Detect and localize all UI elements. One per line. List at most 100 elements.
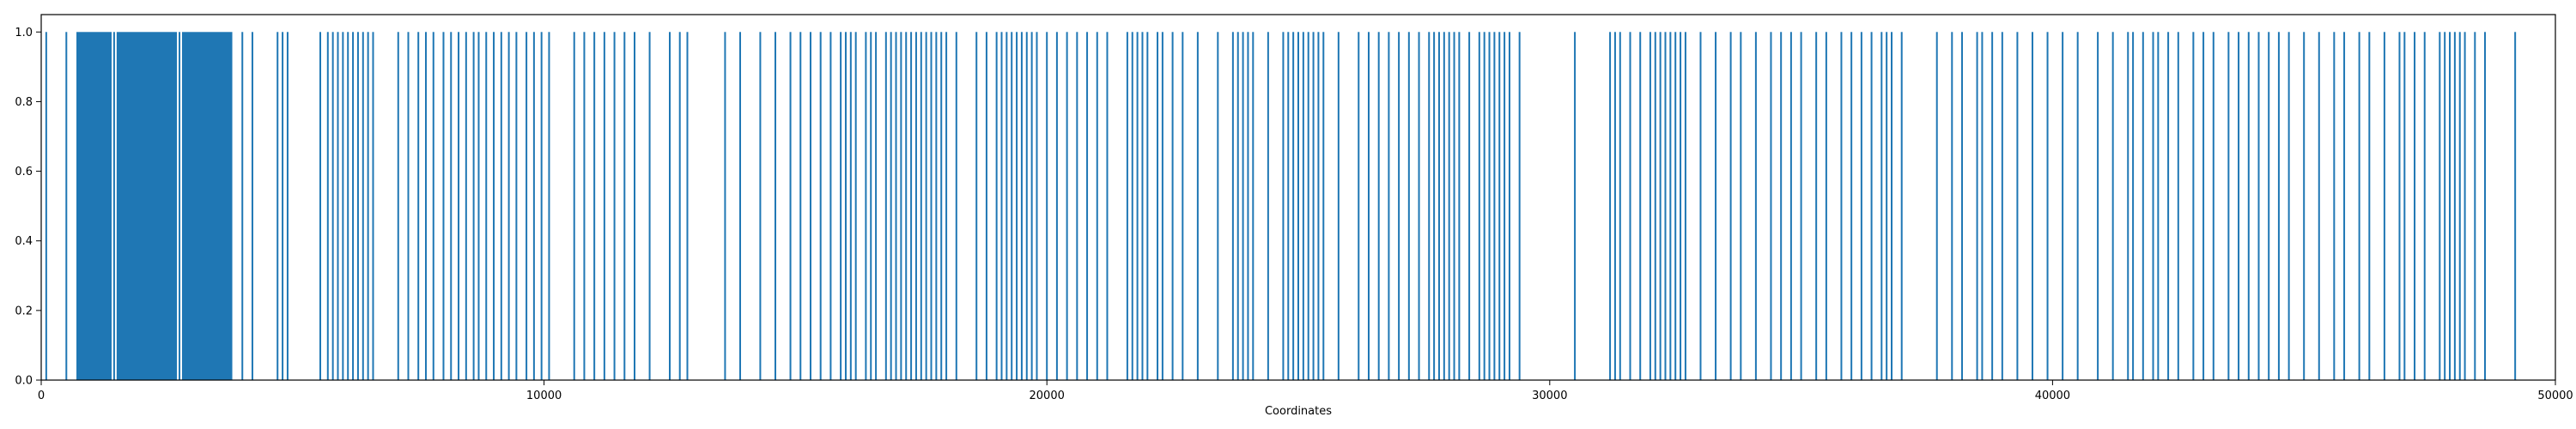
bar bbox=[678, 32, 681, 381]
bar bbox=[2132, 32, 2135, 381]
bar bbox=[1900, 32, 1903, 381]
bar bbox=[2398, 32, 2401, 381]
bar bbox=[1000, 32, 1003, 381]
bar bbox=[905, 32, 908, 381]
bar bbox=[985, 32, 987, 381]
bar bbox=[1055, 32, 1058, 381]
bar bbox=[1282, 32, 1285, 381]
bar bbox=[1654, 32, 1656, 381]
bar bbox=[493, 32, 495, 381]
bar bbox=[1951, 32, 1953, 381]
bar bbox=[1398, 32, 1400, 381]
bar bbox=[2303, 32, 2306, 381]
bar bbox=[319, 32, 322, 381]
bar bbox=[45, 32, 47, 381]
bar bbox=[2343, 32, 2346, 381]
bar bbox=[337, 32, 339, 381]
y-tick-label: 0.6 bbox=[15, 166, 33, 178]
bar bbox=[686, 32, 689, 381]
bar bbox=[2514, 32, 2517, 381]
bar bbox=[442, 32, 445, 381]
bar bbox=[2474, 32, 2476, 381]
bar bbox=[1358, 32, 1360, 381]
bar bbox=[1302, 32, 1304, 381]
bar bbox=[854, 32, 857, 381]
bar bbox=[532, 32, 535, 381]
bar bbox=[2464, 32, 2466, 381]
bar bbox=[2046, 32, 2049, 381]
bar bbox=[2062, 32, 2064, 381]
bar bbox=[935, 32, 938, 381]
bar bbox=[331, 32, 334, 381]
bar bbox=[465, 32, 467, 381]
bar bbox=[1196, 32, 1199, 381]
bar bbox=[1076, 32, 1078, 381]
bar bbox=[372, 32, 374, 381]
bar bbox=[914, 32, 917, 381]
bar bbox=[849, 32, 852, 381]
bar bbox=[995, 32, 998, 381]
bar bbox=[2142, 32, 2144, 381]
bar bbox=[910, 32, 913, 381]
x-axis-label: Coordinates bbox=[1265, 405, 1332, 418]
bar bbox=[1292, 32, 1295, 381]
bar bbox=[2152, 32, 2154, 381]
bar bbox=[789, 32, 792, 381]
bar-block bbox=[116, 32, 178, 381]
bar bbox=[1770, 32, 1772, 381]
bar bbox=[774, 32, 776, 381]
bar bbox=[1850, 32, 1853, 381]
bar bbox=[1669, 32, 1672, 381]
bar bbox=[759, 32, 762, 381]
bar bbox=[1740, 32, 1742, 381]
bar bbox=[367, 32, 369, 381]
bar bbox=[424, 32, 427, 381]
x-tick-label: 30000 bbox=[1532, 390, 1567, 402]
bar bbox=[361, 32, 364, 381]
plot-frame bbox=[40, 14, 2556, 381]
bar bbox=[1453, 32, 1455, 381]
bar bbox=[1684, 32, 1686, 381]
bar bbox=[1267, 32, 1269, 381]
bar bbox=[477, 32, 480, 381]
bar bbox=[1639, 32, 1642, 381]
bar bbox=[1468, 32, 1471, 381]
bar bbox=[2449, 32, 2451, 381]
bar bbox=[884, 32, 887, 381]
bar bbox=[1960, 32, 1963, 381]
bar bbox=[397, 32, 399, 381]
bar bbox=[1860, 32, 1862, 381]
bar bbox=[1613, 32, 1616, 381]
y-axis-ticks: 0.0 0.2 0.4 0.6 0.8 1.0 bbox=[15, 27, 41, 388]
bar bbox=[1141, 32, 1144, 381]
bar bbox=[1428, 32, 1431, 381]
bar bbox=[895, 32, 897, 381]
bar bbox=[738, 32, 741, 381]
bar bbox=[1011, 32, 1013, 381]
x-tick-label: 40000 bbox=[2035, 390, 2070, 402]
bar bbox=[2202, 32, 2205, 381]
bar bbox=[1096, 32, 1098, 381]
bar bbox=[1388, 32, 1390, 381]
bar bbox=[1488, 32, 1491, 381]
bar bbox=[1030, 32, 1033, 381]
bar bbox=[2238, 32, 2240, 381]
bar bbox=[2247, 32, 2250, 381]
y-tick-label: 0.8 bbox=[15, 96, 33, 109]
bar bbox=[669, 32, 671, 381]
bar bbox=[1674, 32, 1677, 381]
bar bbox=[1754, 32, 1757, 381]
bar bbox=[1981, 32, 1984, 381]
bar bbox=[2227, 32, 2230, 381]
bar bbox=[1483, 32, 1485, 381]
bar bbox=[890, 32, 892, 381]
bar bbox=[1317, 32, 1320, 381]
bar bbox=[1106, 32, 1109, 381]
bar bbox=[1046, 32, 1048, 381]
bar bbox=[1870, 32, 1873, 381]
bar bbox=[1377, 32, 1380, 381]
bar bbox=[1649, 32, 1651, 381]
bar bbox=[1629, 32, 1631, 381]
bars-group bbox=[45, 32, 2517, 381]
bar bbox=[1508, 32, 1510, 381]
